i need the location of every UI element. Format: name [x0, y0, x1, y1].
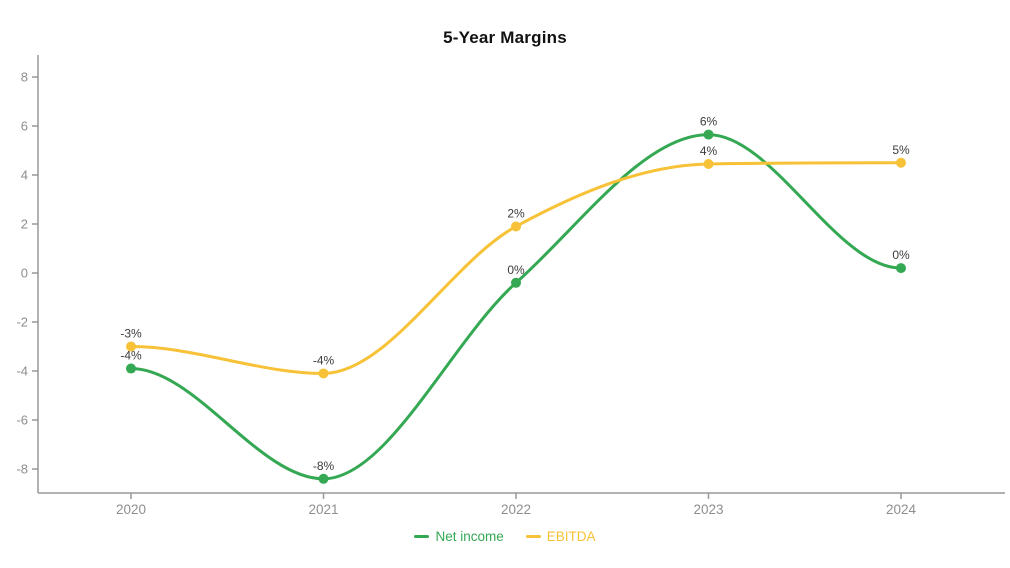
ebitda-point[interactable] [511, 221, 521, 232]
x-axis-label: 2023 [693, 502, 723, 517]
legend: Net income EBITDA [0, 529, 1010, 544]
legend-item-ebitda[interactable]: EBITDA [525, 529, 596, 544]
ebitda-point[interactable] [318, 368, 329, 379]
x-axis-label: 2020 [116, 502, 146, 517]
point-label: -4% [313, 353, 335, 367]
net-income-point[interactable] [126, 363, 136, 374]
y-tick-label: -4 [16, 364, 28, 379]
point-label: -3% [120, 327, 142, 341]
point-label: 2% [507, 206, 525, 220]
net-income-point[interactable] [896, 263, 906, 274]
y-tick-label: 6 [21, 119, 28, 134]
y-tick-label: -6 [16, 413, 28, 428]
ebitda-point[interactable] [703, 158, 714, 169]
y-tick-label: 4 [21, 168, 28, 183]
y-tick-label: -8 [16, 462, 28, 477]
x-axis-label: 2021 [308, 502, 338, 517]
y-tick-label: 0 [21, 266, 28, 281]
legend-item-net-income[interactable]: Net income [414, 529, 504, 544]
net-income-point[interactable] [703, 129, 714, 140]
y-tick-label: 2 [21, 217, 28, 232]
x-axis-label: 2024 [886, 502, 917, 517]
y-tick-label: 8 [21, 70, 28, 85]
net-income-point[interactable] [511, 277, 521, 288]
point-label: 0% [892, 248, 910, 262]
point-label: 0% [507, 263, 525, 277]
point-label: 5% [892, 143, 910, 157]
ebitda-line [129, 161, 903, 375]
x-axis-label: 2022 [501, 502, 531, 517]
net-income-line-swatch [414, 535, 430, 538]
point-label: 4% [700, 144, 718, 158]
point-label: -8% [313, 459, 335, 473]
point-label: -4% [120, 349, 142, 363]
y-tick-label: -2 [16, 315, 28, 330]
point-label: 6% [700, 115, 718, 129]
net-income-line [129, 133, 903, 481]
ebitda-line-swatch [525, 535, 541, 538]
ebitda-point[interactable] [126, 341, 136, 352]
chart-title: 5-Year Margins [443, 28, 567, 47]
net-income-point[interactable] [318, 473, 329, 484]
legend-label: EBITDA [546, 529, 596, 544]
ebitda-point[interactable] [896, 157, 906, 168]
legend-label: Net income [435, 529, 504, 544]
